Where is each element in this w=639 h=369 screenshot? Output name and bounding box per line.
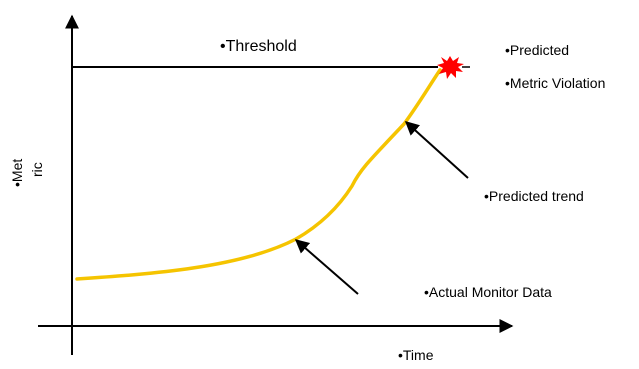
actual-monitor-data-label: •Actual Monitor Data xyxy=(424,284,552,300)
predicted-trend-label: •Predicted trend xyxy=(484,188,584,204)
actual-data-arrow xyxy=(294,239,359,295)
metric-violation-label: •Metric Violation xyxy=(505,75,605,91)
metric-axis-label: •Met ric xyxy=(9,159,45,187)
starburst-icon xyxy=(437,56,464,79)
predicted-label: •Predicted xyxy=(505,42,569,58)
time-axis-label: •Time xyxy=(398,347,434,363)
metric-label-line1: •Met xyxy=(9,159,25,187)
threshold-label: •Threshold xyxy=(220,38,297,55)
predicted-trend-arrow xyxy=(404,121,469,179)
trend-curve xyxy=(75,68,442,281)
metric-label-line2: ric xyxy=(29,162,45,177)
